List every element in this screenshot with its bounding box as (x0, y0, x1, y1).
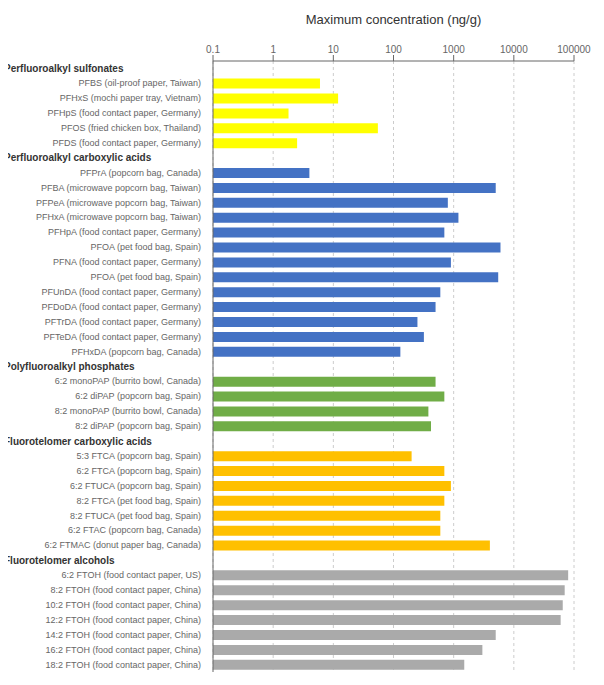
svg-text:10:2 FTOH (food contact paper,: 10:2 FTOH (food contact paper, China) (46, 600, 201, 610)
svg-text:PFBA (microwave popcorn bag, T: PFBA (microwave popcorn bag, Taiwan) (41, 183, 201, 193)
svg-text:10000: 10000 (500, 44, 528, 55)
svg-text:6:2 FTUCA (popcorn bag, Spain): 6:2 FTUCA (popcorn bag, Spain) (70, 481, 201, 491)
svg-text:8:2 diPAP (popcorn bag, Spain): 8:2 diPAP (popcorn bag, Spain) (75, 421, 201, 431)
svg-text:6:2 FTAC (popcorn bag, Canada): 6:2 FTAC (popcorn bag, Canada) (68, 525, 201, 535)
svg-text:PFUnDA (food contact paper, Ge: PFUnDA (food contact paper, Germany) (41, 287, 201, 297)
svg-text:6:2 FTMAC (donut paper bag, Ca: 6:2 FTMAC (donut paper bag, Canada) (44, 540, 201, 550)
svg-text:PFPrA (popcorn bag, Canada): PFPrA (popcorn bag, Canada) (80, 168, 201, 178)
svg-text:PFNA (food contact paper, Germ: PFNA (food contact paper, Germany) (53, 257, 201, 267)
svg-text:6:2 FTCA (popcorn bag, Spain): 6:2 FTCA (popcorn bag, Spain) (76, 466, 201, 476)
svg-text:Polyfluoroalkyl phosphates: Polyfluoroalkyl phosphates (8, 361, 135, 372)
svg-text:PFHxA (microwave popcorn bag,: PFHxA (microwave popcorn bag, Taiwan) (36, 212, 201, 222)
svg-text:14:2 FTOH (food contact paper,: 14:2 FTOH (food contact paper, China) (46, 630, 201, 640)
svg-text:Perfluoroalkyl carboxylic acid: Perfluoroalkyl carboxylic acids (8, 152, 152, 163)
svg-text:16:2 FTOH (food contact paper,: 16:2 FTOH (food contact paper, China) (46, 645, 201, 655)
svg-text:12:2 FTOH (food contact paper,: 12:2 FTOH (food contact paper, China) (46, 615, 201, 625)
html-text:Maximum concentration (ng/g): Maximum concentration (ng/g) (305, 12, 482, 27)
svg-text:8:2 monoPAP (burrito bowl, Can: 8:2 monoPAP (burrito bowl, Canada) (55, 406, 201, 416)
svg-text:PFDS (food contact paper, Germ: PFDS (food contact paper, Germany) (52, 138, 201, 148)
svg-text:PFDoDA (food contact paper, Ge: PFDoDA (food contact paper, Germany) (41, 302, 201, 312)
svg-text:PFTeDA (food contact paper, Ge: PFTeDA (food contact paper, Germany) (43, 332, 201, 342)
svg-text:PFOA (pet food bag, Spain): PFOA (pet food bag, Spain) (90, 242, 201, 252)
svg-text:PFHpA (food contact paper, Ger: PFHpA (food contact paper, Germany) (48, 227, 201, 237)
svg-text:PFOA (pet food bag, Spain): PFOA (pet food bag, Spain) (90, 272, 201, 282)
svg-text:Fluorotelomer carboxylic acids: Fluorotelomer carboxylic acids (8, 436, 152, 447)
svg-text:Perfluoroalkyl sulfonates: Perfluoroalkyl sulfonates (8, 63, 124, 74)
svg-text:18:2 FTOH (food contact paper,: 18:2 FTOH (food contact paper, China) (46, 660, 201, 670)
svg-text:PFPeA (microwave popcorn bag,: PFPeA (microwave popcorn bag, Taiwan) (36, 198, 201, 208)
svg-text:0.1: 0.1 (206, 44, 220, 55)
svg-text:1000: 1000 (443, 44, 466, 55)
svg-text:Fluorotelomer alcohols: Fluorotelomer alcohols (8, 555, 115, 566)
svg-text:1: 1 (270, 44, 276, 55)
svg-text:5:3 FTCA (popcorn bag, Spain): 5:3 FTCA (popcorn bag, Spain) (76, 451, 201, 461)
svg-text:6:2 FTOH (food contact paper,: 6:2 FTOH (food contact paper, US) (62, 570, 201, 580)
svg-text:100: 100 (385, 44, 402, 55)
svg-text:PFBS (oil-proof paper, Taiwan): PFBS (oil-proof paper, Taiwan) (79, 78, 201, 88)
svg-text:100000: 100000 (557, 44, 591, 55)
svg-text:PFHxDA (popcorn bag, Canada): PFHxDA (popcorn bag, Canada) (71, 347, 201, 357)
svg-text:PFTrDA (food contact paper, Ge: PFTrDA (food contact paper, Germany) (45, 317, 201, 327)
svg-text:6:2 monoPAP (burrito bowl, Can: 6:2 monoPAP (burrito bowl, Canada) (55, 376, 201, 386)
svg-text:PFOS (fried chicken box, Thail: PFOS (fried chicken box, Thailand) (61, 123, 201, 133)
svg-text:6:2 diPAP (popcorn bag, Spain): 6:2 diPAP (popcorn bag, Spain) (75, 391, 201, 401)
svg-text:8:2 FTOH (food contact paper,: 8:2 FTOH (food contact paper, China) (51, 585, 201, 595)
svg-text:8:2 FTCA (pet food bag, Spain): 8:2 FTCA (pet food bag, Spain) (76, 496, 201, 506)
svg-text:8:2 FTUCA (pet food bag, Spain: 8:2 FTUCA (pet food bag, Spain) (70, 511, 201, 521)
svg-text:PFHpS (food contact paper, Ger: PFHpS (food contact paper, Germany) (47, 108, 201, 118)
svg-text:10: 10 (328, 44, 340, 55)
svg-text:PFHxS (mochi paper tray, Vietn: PFHxS (mochi paper tray, Vietnam) (60, 93, 201, 103)
